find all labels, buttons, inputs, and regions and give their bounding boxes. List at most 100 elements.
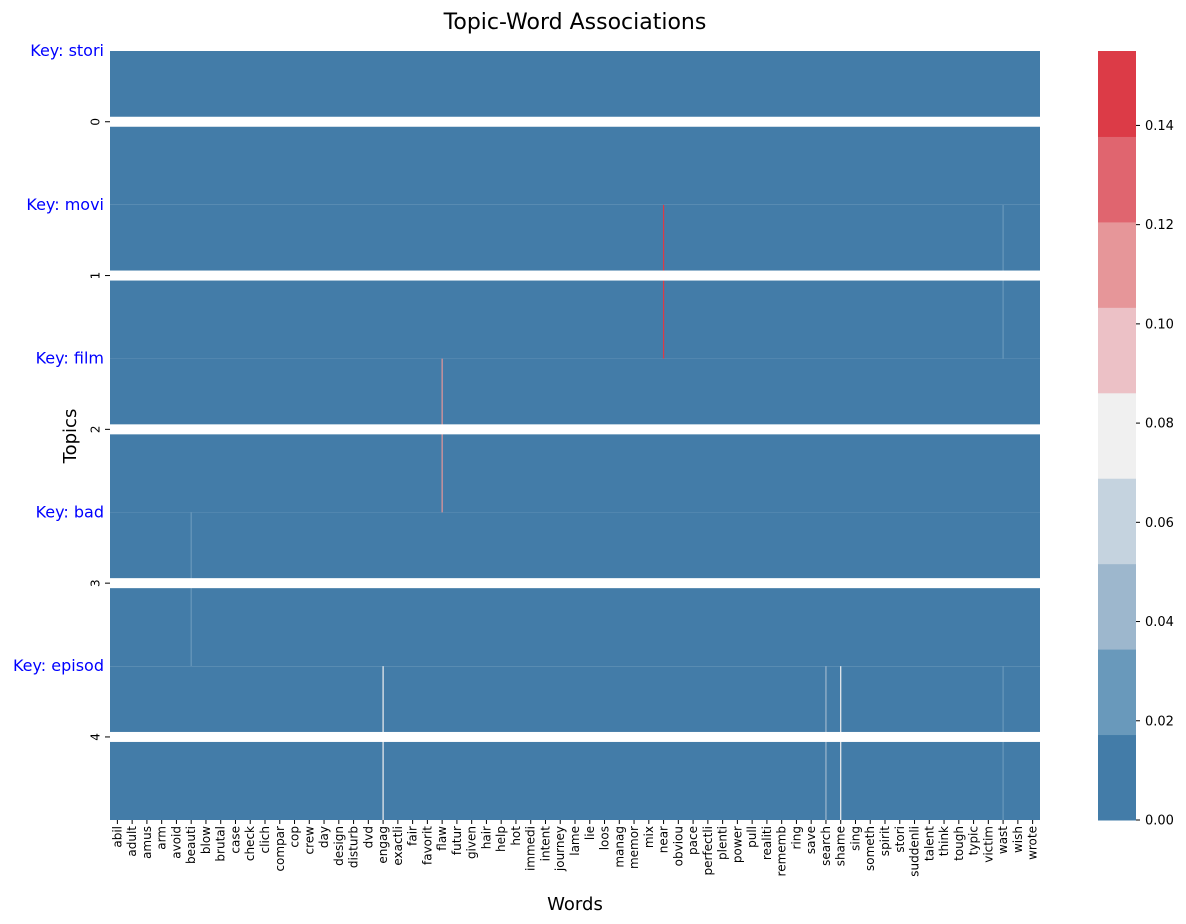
xtick-label: intent bbox=[538, 826, 552, 862]
row-separator bbox=[110, 731, 1040, 742]
xtick-label: flaw bbox=[435, 826, 449, 851]
xtick-label: disturb bbox=[347, 826, 361, 868]
xtick-label: hot bbox=[509, 826, 523, 846]
xtick-label: dvd bbox=[361, 826, 375, 848]
topic-row-0 bbox=[110, 51, 1040, 205]
topic-row-4 bbox=[110, 666, 1040, 820]
xtick-label: suddenli bbox=[908, 826, 922, 877]
colorbar-tick-label: 0.04 bbox=[1145, 615, 1174, 630]
colorbar-tick-label: 0.08 bbox=[1145, 417, 1174, 432]
x-axis-label: Words bbox=[547, 894, 603, 915]
colorbar-segment bbox=[1098, 734, 1136, 821]
cell-1-wast bbox=[1002, 204, 1004, 359]
xtick-label: wast bbox=[996, 826, 1010, 854]
row-separator bbox=[110, 578, 1040, 589]
xtick-label: obviou bbox=[671, 826, 685, 866]
ytick-label: 1 bbox=[89, 272, 103, 280]
xtick-label: exactli bbox=[391, 826, 405, 866]
xtick-label: futur bbox=[450, 826, 464, 855]
colorbar-tick-label: 0.12 bbox=[1145, 218, 1174, 233]
xtick-label: loos bbox=[598, 826, 612, 850]
colorbar-segment bbox=[1098, 478, 1136, 565]
xtick-label: near bbox=[657, 826, 671, 853]
xtick-label: journey bbox=[553, 826, 567, 872]
row-separator bbox=[110, 270, 1040, 281]
xtick-label: sing bbox=[848, 826, 862, 851]
key-label: Key: episod bbox=[13, 656, 104, 675]
colorbar-segment bbox=[1098, 563, 1136, 650]
xtick-label: given bbox=[465, 826, 479, 859]
ytick-label: 4 bbox=[89, 733, 103, 741]
xtick-label: case bbox=[228, 826, 242, 854]
xtick-label: favorit bbox=[420, 826, 434, 865]
xtick-label: beauti bbox=[184, 826, 198, 864]
xtick-label: day bbox=[317, 826, 331, 848]
y-axis-label: Topics bbox=[60, 409, 81, 465]
cell-4-search bbox=[825, 666, 827, 820]
cell-1-near bbox=[662, 204, 665, 359]
cell-4-engag bbox=[382, 666, 384, 820]
xtick-label: lame bbox=[568, 826, 582, 856]
topic-row-3 bbox=[110, 512, 1040, 667]
heatmap bbox=[110, 51, 1040, 820]
xtick-label: typic bbox=[967, 826, 981, 855]
xtick-label: ring bbox=[789, 826, 803, 850]
word-tick-labels: abil adult amus arm avoid beauti blow brutal cas… bbox=[110, 820, 1040, 877]
ytick-label: 3 bbox=[89, 579, 103, 587]
colorbar-segment bbox=[1098, 221, 1136, 308]
xtick-label: stori bbox=[893, 826, 907, 853]
xtick-label: shame bbox=[834, 826, 848, 866]
xtick-label: check bbox=[243, 826, 257, 861]
xtick-label: hair bbox=[479, 826, 493, 849]
xtick-label: cop bbox=[288, 826, 302, 848]
xtick-label: design bbox=[332, 826, 346, 866]
colorbar-tick-label: 0.02 bbox=[1145, 714, 1174, 729]
cell-4-shame bbox=[840, 666, 842, 820]
colorbar-segment bbox=[1098, 51, 1136, 137]
xtick-label: abil bbox=[110, 826, 124, 848]
xtick-label: save bbox=[804, 826, 818, 854]
colorbar-tick-label: 0.06 bbox=[1145, 516, 1174, 531]
xtick-label: immedi bbox=[524, 826, 538, 871]
xtick-label: avoid bbox=[169, 826, 183, 859]
xtick-label: arm bbox=[155, 826, 169, 850]
colorbar-tick-label: 0.00 bbox=[1145, 814, 1174, 829]
xtick-label: crew bbox=[302, 826, 316, 855]
xtick-label: fair bbox=[406, 826, 420, 846]
cell-4-wast bbox=[1002, 666, 1004, 820]
key-label: Key: stori bbox=[30, 41, 104, 60]
colorbar-segment bbox=[1098, 649, 1136, 736]
colorbar-tick-label: 0.10 bbox=[1145, 317, 1174, 332]
colorbar-tick-label: 0.14 bbox=[1145, 119, 1174, 134]
xtick-label: lie bbox=[583, 826, 597, 840]
xtick-label: spirit bbox=[878, 826, 892, 856]
colorbar-segment bbox=[1098, 136, 1136, 223]
xtick-label: pull bbox=[745, 826, 759, 848]
xtick-label: perfectli bbox=[701, 826, 715, 876]
xtick-label: help bbox=[494, 826, 508, 852]
xtick-label: rememb bbox=[775, 826, 789, 876]
xtick-label: wrote bbox=[1026, 826, 1040, 860]
key-label: Key: bad bbox=[36, 502, 104, 521]
xtick-label: victim bbox=[981, 826, 995, 863]
topic-row-1 bbox=[110, 204, 1040, 359]
xtick-label: search bbox=[819, 826, 833, 866]
xtick-label: clich bbox=[258, 826, 272, 853]
key-label: Key: film bbox=[36, 349, 104, 368]
cell-3-beauti bbox=[190, 512, 192, 667]
chart-title: Topic-Word Associations bbox=[443, 10, 707, 35]
row-separator bbox=[110, 424, 1040, 435]
xtick-label: manag bbox=[612, 826, 626, 868]
colorbar-segment bbox=[1098, 307, 1136, 394]
xtick-label: mix bbox=[642, 826, 656, 848]
xtick-label: realiti bbox=[760, 826, 774, 860]
topic-row-2 bbox=[110, 358, 1040, 513]
key-label: Key: movi bbox=[26, 195, 104, 214]
xtick-label: amus bbox=[140, 826, 154, 859]
xtick-label: think bbox=[937, 826, 951, 856]
ytick-label: 2 bbox=[89, 426, 103, 434]
xtick-label: memor bbox=[627, 826, 641, 869]
topic-tick-labels: 0 1 2 3 4 bbox=[89, 118, 110, 741]
xtick-label: talent bbox=[922, 826, 936, 861]
